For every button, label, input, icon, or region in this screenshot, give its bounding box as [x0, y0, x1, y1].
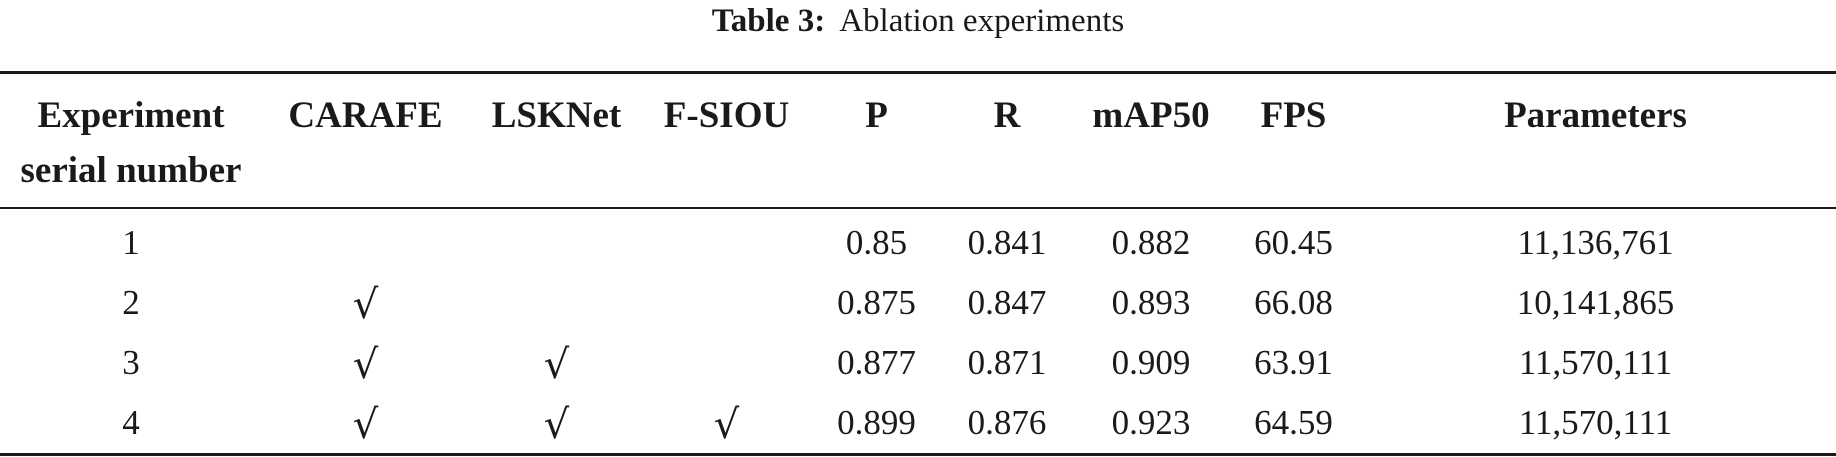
cell-value: 63.91 — [1254, 342, 1333, 382]
cell-value: 11,136,761 — [1517, 223, 1674, 262]
table-cell: 0.871 — [944, 332, 1070, 392]
table-cell: √ — [262, 332, 469, 392]
column-header: R — [944, 74, 1070, 207]
column-header-line: P — [865, 95, 888, 136]
cell-value: 0.85 — [845, 223, 908, 262]
column-header: Parameters — [1355, 74, 1836, 207]
table-cell: 0.899 — [809, 392, 944, 452]
table-cell: 0.875 — [809, 272, 944, 332]
column-header: F-SIOU — [644, 74, 809, 207]
table-cell: 0.882 — [1070, 207, 1232, 272]
table-cell: √ — [262, 392, 469, 452]
cell-value: 0.876 — [967, 402, 1047, 442]
cell-value: 0.923 — [1111, 402, 1191, 442]
table-bottom-rule — [0, 453, 1836, 456]
table-cell — [644, 207, 809, 272]
cell-value: 1 — [122, 223, 140, 262]
table-row: 1 0.85 0.841 0.882 60.45 11,136,761 — [0, 207, 1836, 272]
cell-value: 60.45 — [1254, 223, 1333, 262]
column-header-line: mAP50 — [1092, 95, 1210, 136]
table-cell — [644, 272, 809, 332]
cell-value: 0.875 — [837, 282, 916, 322]
check-mark-icon: √ — [713, 402, 740, 448]
cell-value: 0.871 — [967, 342, 1047, 382]
table-cell: 11,570,111 — [1355, 332, 1836, 392]
table-cell: 0.876 — [944, 392, 1070, 452]
table-cell: 0.877 — [809, 332, 944, 392]
column-header: P — [809, 74, 944, 207]
table-row: 4 √ √ √ 0.899 0.876 0.923 64.59 11,570,111 — [0, 392, 1836, 452]
column-header: mAP50 — [1070, 74, 1232, 207]
table-caption-label: Table 3: — [711, 3, 826, 39]
table-caption-text: Ablation experiments — [839, 3, 1125, 39]
table-cell — [469, 272, 644, 332]
table-cell: 11,136,761 — [1355, 207, 1836, 272]
table-cell: 0.847 — [944, 272, 1070, 332]
table-cell — [469, 207, 644, 272]
table-cell: 10,141,865 — [1355, 272, 1836, 332]
column-header-line: F-SIOU — [663, 95, 790, 136]
table-cell: 60.45 — [1232, 207, 1355, 272]
table-cell: 11,570,111 — [1355, 392, 1836, 452]
check-mark-icon: √ — [543, 342, 570, 388]
table-row: 3 √ √ 0.877 0.871 0.909 63.91 11,570,111 — [0, 332, 1836, 392]
table-body: 1 0.85 0.841 0.882 60.45 11,136,761 2 √ 0.875 0.8… — [0, 207, 1836, 452]
table-cell: 63.91 — [1232, 332, 1355, 392]
table-cell: 0.923 — [1070, 392, 1232, 452]
table-header-row: Experiment serial number CARAFE LSKNet F-SIO… — [0, 74, 1836, 207]
cell-value: 0.882 — [1111, 223, 1191, 262]
table-top-rule — [0, 71, 1836, 74]
table-cell: 66.08 — [1232, 272, 1355, 332]
table-cell: 0.841 — [944, 207, 1070, 272]
cell-value: 0.893 — [1111, 282, 1191, 322]
cell-value: 66.08 — [1254, 282, 1333, 322]
column-header-line: Experiment — [37, 95, 225, 136]
check-mark-icon: √ — [543, 402, 570, 448]
table-cell: √ — [262, 272, 469, 332]
table-caption: Table 3: Ablation experiments — [0, 2, 1836, 40]
cell-value: 0.909 — [1111, 342, 1191, 382]
table-cell: 64.59 — [1232, 392, 1355, 452]
cell-value: 10,141,865 — [1516, 282, 1675, 322]
column-header-line: R — [993, 95, 1021, 136]
table-cell: 4 — [0, 392, 262, 452]
check-mark-icon: √ — [352, 282, 379, 328]
cell-value: 11,570,111 — [1518, 402, 1673, 442]
column-header-line: LSKNet — [491, 95, 622, 136]
table-cell: √ — [469, 392, 644, 452]
column-header: FPS — [1232, 74, 1355, 207]
column-header-line: serial number — [20, 150, 242, 191]
cell-value: 0.899 — [837, 402, 916, 442]
table-cell: 0.893 — [1070, 272, 1232, 332]
table-cell: √ — [644, 392, 809, 452]
check-mark-icon: √ — [352, 402, 379, 448]
table-row: 2 √ 0.875 0.847 0.893 66.08 10,141,865 — [0, 272, 1836, 332]
table-cell: 1 — [0, 207, 262, 272]
cell-value: 0.877 — [837, 342, 916, 382]
table-cell: 2 — [0, 272, 262, 332]
cell-value: 4 — [122, 402, 140, 442]
column-header: CARAFE — [262, 74, 469, 207]
cell-value: 11,570,111 — [1518, 342, 1673, 382]
table-header-rule — [0, 207, 1836, 209]
table-cell — [644, 332, 809, 392]
table-cell: 0.85 — [809, 207, 944, 272]
cell-value: 0.841 — [967, 223, 1047, 262]
cell-value: 0.847 — [967, 282, 1047, 322]
cell-value: 3 — [122, 342, 140, 382]
ablation-table: Experiment serial number CARAFE LSKNet F-SIO… — [0, 74, 1836, 452]
cell-value: 64.59 — [1254, 402, 1333, 442]
table-cell: 3 — [0, 332, 262, 392]
column-header: LSKNet — [469, 74, 644, 207]
table-cell: √ — [469, 332, 644, 392]
table-cell: 0.909 — [1070, 332, 1232, 392]
check-mark-icon: √ — [352, 342, 379, 388]
column-header: Experiment serial number — [0, 74, 262, 207]
table-cell — [262, 207, 469, 272]
column-header-line: FPS — [1260, 95, 1327, 136]
cell-value: 2 — [122, 282, 140, 322]
column-header-line: CARAFE — [288, 95, 443, 136]
column-header-line: Parameters — [1504, 95, 1687, 136]
